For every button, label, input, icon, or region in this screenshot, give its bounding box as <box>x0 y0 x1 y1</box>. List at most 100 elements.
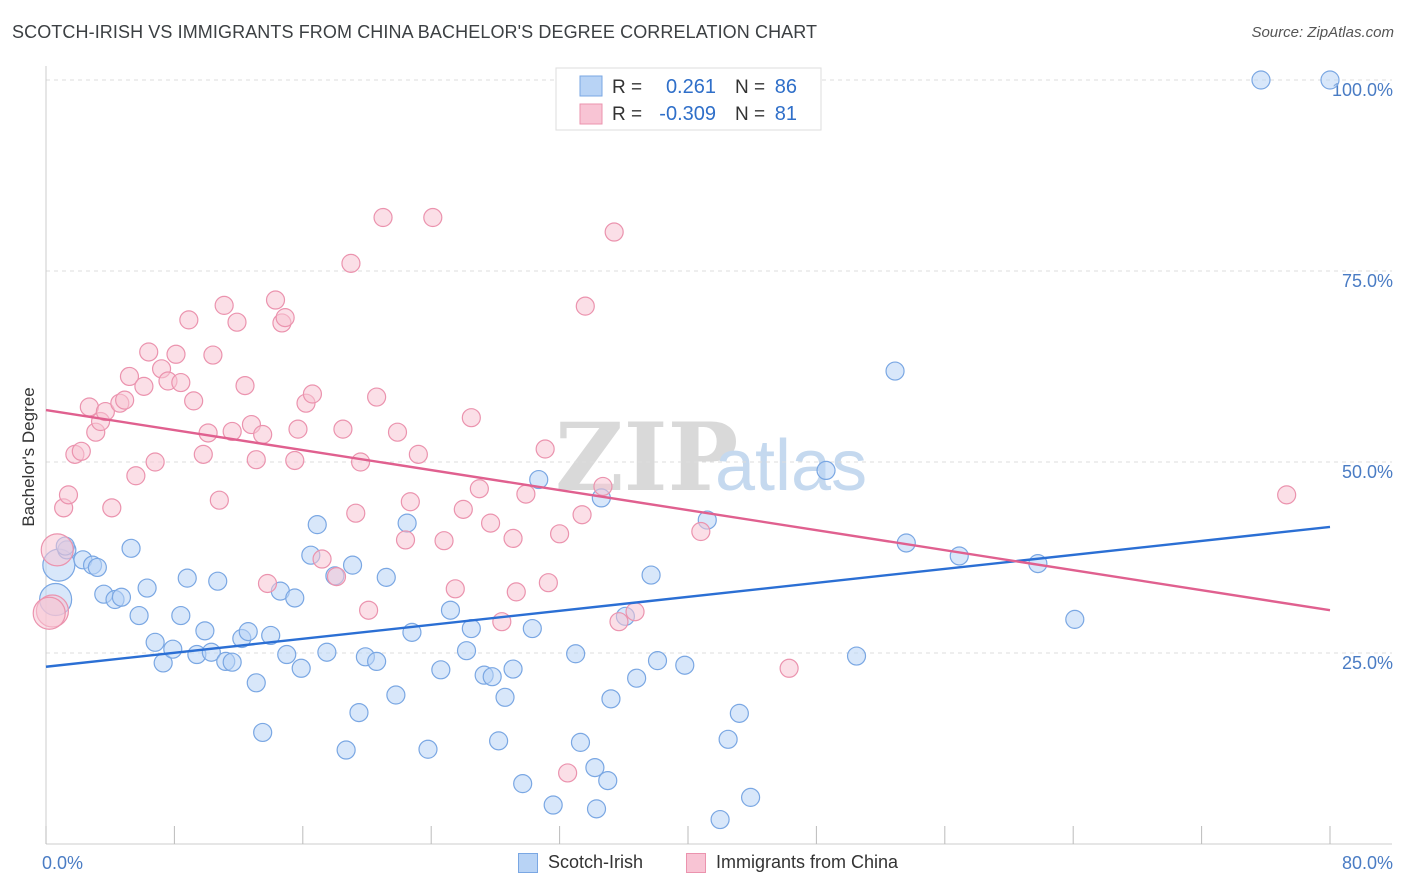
bottom-legend: Scotch-Irish Immigrants from China <box>0 852 1406 878</box>
scotch-irish-point-9 <box>111 587 132 607</box>
china-point-51 <box>373 207 393 228</box>
scotch-irish-point-77 <box>816 460 836 481</box>
china-point-27 <box>209 490 229 510</box>
china-point-47 <box>346 503 366 523</box>
gridlines <box>46 79 1392 654</box>
scotch-irish-point-12 <box>137 578 157 598</box>
china-point-71 <box>572 505 592 525</box>
scotch-irish-point-78 <box>846 646 867 666</box>
scotch-irish-point-53 <box>489 731 509 751</box>
x-tick-label-1: 80.0% <box>1342 853 1393 873</box>
scotch-irish-point-19 <box>195 621 215 641</box>
y-tick-label-1: 50.0% <box>1342 462 1393 482</box>
china-point-21 <box>171 372 191 393</box>
y-tick-label-3: 100.0% <box>1332 80 1393 100</box>
china-point-33 <box>246 450 266 470</box>
scotch-irish-point-28 <box>261 625 281 646</box>
china-point-44 <box>326 566 347 587</box>
scotch-irish-trend-line <box>45 525 1331 668</box>
china-point-54 <box>400 492 420 512</box>
scotch-irish-point-11 <box>129 605 149 626</box>
china-point-58 <box>445 579 465 599</box>
china-point-73 <box>593 476 613 497</box>
scotch-irish-point-71 <box>675 655 695 675</box>
china-point-43 <box>312 549 332 569</box>
china-point-31 <box>235 376 255 396</box>
legend-r-value-pink: -0.309 <box>659 103 716 125</box>
china-point-10 <box>102 498 122 518</box>
china-point-24 <box>193 444 213 464</box>
china-point-45 <box>333 419 353 439</box>
china-point-60 <box>461 408 481 428</box>
legend-n-label-blue: N = <box>735 77 765 98</box>
scotch-irish-point-44 <box>397 513 417 533</box>
china-point-69 <box>549 524 570 544</box>
scotch-irish-point-25 <box>238 622 258 642</box>
china-point-65 <box>506 582 526 602</box>
bottom-legend-swatch-pink <box>686 852 706 873</box>
legend-n-label-pink: N = <box>735 104 765 125</box>
y-axis-label: Bachelor's Degree <box>19 387 38 526</box>
china-point-61 <box>469 479 489 499</box>
china-point-29 <box>222 421 242 442</box>
legend-r-label-pink: R = <box>612 104 642 125</box>
china-point-75 <box>609 612 629 632</box>
legend: R = 0.261 N = 86 R = -0.309 N = 81 <box>555 67 822 131</box>
china-point-52 <box>387 422 408 442</box>
scotch-irish-point-48 <box>440 600 461 620</box>
china-point-79 <box>1277 485 1297 505</box>
china-point-34 <box>253 424 273 445</box>
scotch-irish-point-43 <box>386 685 406 705</box>
scotch-irish-point-63 <box>586 799 607 819</box>
scotch-irish-point-41 <box>367 651 387 672</box>
china-point-66 <box>516 484 536 504</box>
china-point-30 <box>227 312 247 332</box>
scotch-irish-point-66 <box>601 689 621 709</box>
bottom-legend-label-blue: Scotch-Irish <box>548 852 644 872</box>
china-point-40 <box>288 419 308 439</box>
scotch-irish-point-16 <box>171 605 191 626</box>
scotch-irish-point-31 <box>285 588 305 608</box>
china-point-53 <box>395 530 416 550</box>
scotch-irish-point-52 <box>482 667 502 687</box>
series-immigrants-china <box>32 207 1297 783</box>
bottom-legend-label-pink: Immigrants from China <box>716 852 899 872</box>
china-point-49 <box>359 600 379 620</box>
china-point-42 <box>302 384 323 404</box>
china-point-55 <box>408 444 428 464</box>
scotch-irish-point-37 <box>336 740 356 760</box>
china-point-9 <box>95 401 115 422</box>
tick-labels: 25.0% 50.0% 75.0% 100.0% 0.0% 80.0% <box>42 80 1393 873</box>
china-point-78 <box>779 658 799 678</box>
legend-n-value-blue: 86 <box>775 76 797 98</box>
china-point-62 <box>480 513 501 533</box>
scotch-irish-point-85 <box>1320 70 1340 90</box>
scotch-irish-point-10 <box>121 538 141 558</box>
china-point-13 <box>119 366 140 387</box>
scotch-irish-point-21 <box>208 571 228 591</box>
china-point-59 <box>453 499 473 519</box>
trend-lines <box>45 408 1331 668</box>
scotch-irish-point-32 <box>291 658 311 678</box>
china-point-25 <box>198 423 218 443</box>
china-point-57 <box>434 531 454 551</box>
china-point-22 <box>179 310 199 330</box>
bottom-legend-item-pink: Immigrants from China <box>686 852 898 873</box>
scotch-irish-point-39 <box>349 702 369 723</box>
china-point-72 <box>575 296 595 316</box>
china-point-15 <box>134 376 154 396</box>
scotch-irish-point-84 <box>1251 70 1271 90</box>
scotch-irish-point-75 <box>729 703 749 723</box>
scotch-irish-point-34 <box>307 515 327 535</box>
china-point-1 <box>40 533 74 567</box>
bottom-legend-item-blue: Scotch-Irish <box>518 852 643 873</box>
y-tick-label-0: 25.0% <box>1342 653 1393 673</box>
china-point-74 <box>604 222 624 242</box>
china-point-20 <box>166 344 186 364</box>
scotch-irish-point-15 <box>163 639 183 659</box>
china-point-56 <box>423 207 443 228</box>
chart-title: SCOTCH-IRISH VS IMMIGRANTS FROM CHINA BA… <box>12 22 818 42</box>
china-point-17 <box>145 452 165 472</box>
scotch-irish-point-79 <box>885 361 905 381</box>
scotch-irish-point-57 <box>522 618 542 639</box>
